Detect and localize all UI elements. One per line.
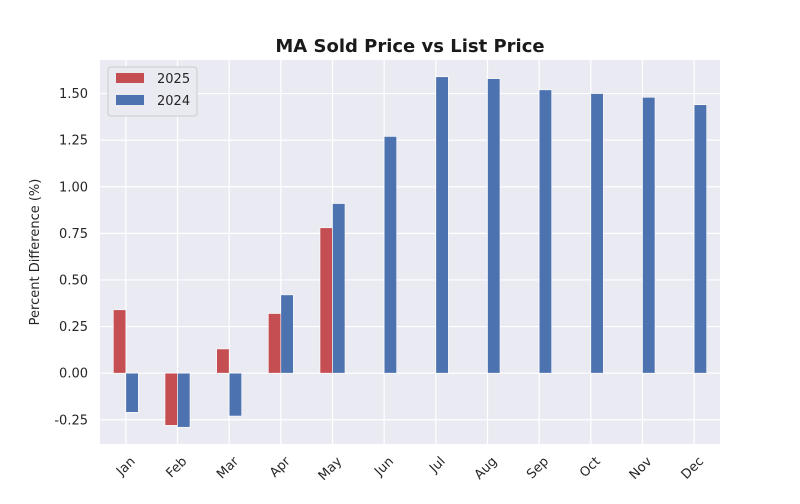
y-tick-label: 0.25 (59, 320, 88, 335)
x-tick-label: Sep (524, 454, 552, 482)
bar-2025-apr (268, 313, 282, 374)
bar-2025-may (319, 227, 333, 374)
bar-2024-jan (125, 372, 139, 413)
y-tick-label: -0.25 (54, 413, 88, 428)
x-tick-label: Feb (163, 454, 190, 481)
x-tick-label: Jan (113, 454, 138, 479)
x-tick-label: Mar (214, 454, 242, 482)
legend-swatch-2025 (116, 73, 144, 83)
y-tick-label: 0.50 (59, 273, 88, 288)
chart-title: MA Sold Price vs List Price (275, 36, 544, 57)
bar-2025-jan (113, 309, 127, 374)
bar-2024-may (332, 203, 346, 374)
y-tick-label: 1.00 (59, 180, 88, 195)
bars-layer (113, 76, 707, 428)
bar-2024-dec (693, 104, 707, 374)
x-tick-label: May (316, 454, 346, 484)
bar-2024-aug (487, 78, 501, 374)
y-tick-labels: -0.25 0.00 0.25 0.50 0.75 1.00 1.25 1.50 (54, 87, 88, 428)
bar-2025-feb (164, 372, 178, 426)
bar-2024-feb (177, 372, 191, 428)
legend: 2025 2024 (107, 66, 198, 117)
x-tick-label: Jul (426, 454, 448, 476)
bar-2025-mar (216, 348, 230, 374)
y-tick-label: 1.50 (59, 87, 88, 102)
x-tick-label: Nov (627, 454, 656, 483)
bar-2024-jul (435, 76, 449, 374)
x-tick-labels: Jan Feb Mar Apr May Jun Jul Aug Sep Oct Nov Dec (113, 454, 707, 484)
bar-2024-apr (280, 294, 294, 374)
y-tick-label: 0.00 (59, 367, 88, 382)
legend-label-2025: 2025 (157, 72, 190, 87)
y-axis-label: Percent Difference (%) (28, 179, 43, 326)
x-tick-label: Aug (472, 454, 501, 483)
x-tick-label: Jun (371, 454, 397, 480)
x-tick-label: Apr (267, 454, 294, 481)
bar-2024-sep (538, 89, 552, 374)
x-tick-label: Oct (577, 454, 604, 481)
x-tick-label: Dec (679, 454, 707, 482)
legend-label-2024: 2024 (157, 94, 190, 109)
plot-area (100, 60, 720, 444)
legend-swatch-2024 (116, 95, 144, 105)
y-tick-label: 1.25 (59, 134, 88, 149)
bar-2024-mar (228, 372, 242, 417)
y-tick-label: 0.75 (59, 227, 88, 242)
bar-2024-jun (383, 136, 397, 374)
bar-2024-nov (642, 96, 656, 374)
bar-2024-oct (590, 93, 604, 374)
